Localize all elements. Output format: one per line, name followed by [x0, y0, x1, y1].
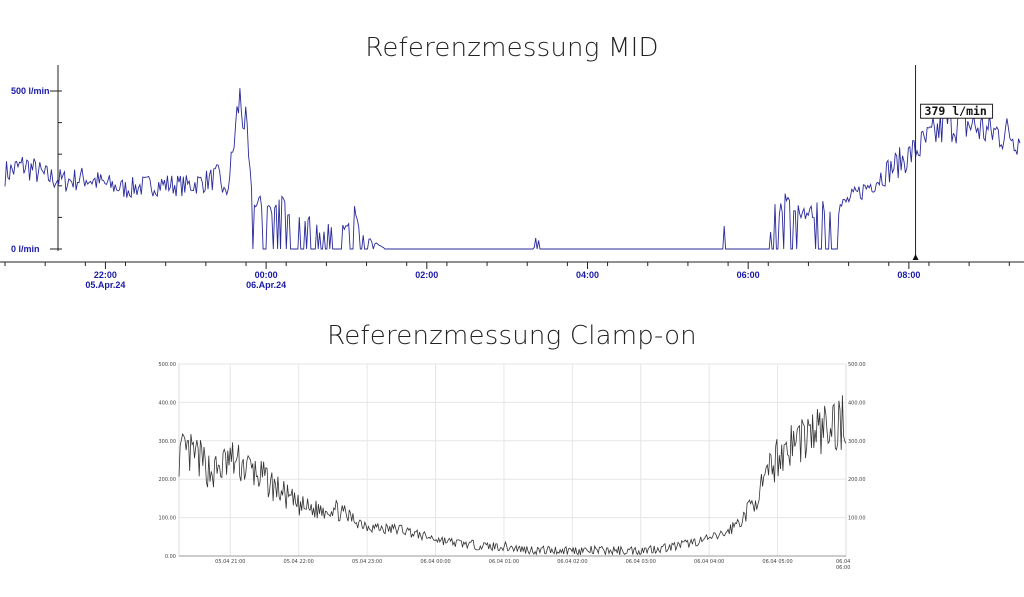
clamp-series-line [178, 395, 847, 556]
mid-y-tick-label: 500 l/min [11, 86, 50, 96]
clamp-y-tick-label-right: 200.00 [848, 477, 866, 483]
clamp-x-tick-label: 06.04 05:00 [762, 559, 792, 565]
clamp-x-tick-label: 06.04 01:00 [489, 559, 519, 565]
clamp-y-tick-label-right: 400.00 [848, 400, 866, 406]
clamp-x-tick-label: 05.04 21:00 [215, 559, 245, 565]
mid-series-line [4, 88, 1021, 250]
clamp-y-tick-label-right: 500.00 [848, 362, 866, 368]
clamp-y-tick-label-left: 500.00 [159, 362, 177, 368]
mid-y-tick-label: 0 l/min [11, 244, 40, 254]
clamp-y-tick-label-left: 400.00 [159, 400, 177, 406]
clamp-x-tick-label: 06.04 03:00 [626, 559, 656, 565]
clamp-x-tick-label: 06.04 00:00 [420, 559, 450, 565]
mid-x-tick-label: 04:00 [576, 270, 599, 280]
clamp-y-tick-label-left: 300.00 [159, 439, 177, 445]
clamp-y-tick-label-right: 100.00 [848, 516, 866, 522]
mid-x-tick-label: 02:00 [415, 270, 438, 280]
mid-x-tick-label: 22:00 [94, 270, 117, 280]
clamp-y-tick-label-left: 200.00 [159, 477, 177, 483]
clamp-x-tick-label: 05.04 23:00 [352, 559, 382, 565]
clamp-x-end-label: 06:00 [836, 565, 850, 571]
mid-x-date-label: 06.Apr.24 [246, 280, 286, 290]
clamp-y-tick-label-left: 0.00 [165, 554, 176, 560]
mid-cursor-marker [912, 254, 919, 260]
clamp-x-tick-label: 05.04 22:00 [284, 559, 314, 565]
clamp-x-tick-label: 06.04 04:00 [694, 559, 724, 565]
mid-x-date-label: 05.Apr.24 [85, 280, 125, 290]
mid-x-tick-label: 00:00 [255, 270, 278, 280]
clamp-chart-title: Referenzmessung Clamp-on [327, 321, 697, 351]
mid-cursor-label-box [920, 103, 994, 119]
clamp-plot-area [178, 363, 847, 557]
mid-x-tick-label: 06:00 [737, 270, 760, 280]
clamp-y-tick-label-right: 300.00 [848, 439, 866, 445]
clamp-x-end-label: 06.04 [836, 559, 850, 565]
mid-x-tick-label: 08:00 [897, 270, 920, 280]
clamp-x-tick-label: 06.04 02:00 [557, 559, 587, 565]
mid-chart-title: Referenzmessung MID [365, 33, 659, 63]
mid-cursor-label: 379 l/min [925, 104, 987, 118]
clamp-y-tick-label-left: 100.00 [159, 516, 177, 522]
